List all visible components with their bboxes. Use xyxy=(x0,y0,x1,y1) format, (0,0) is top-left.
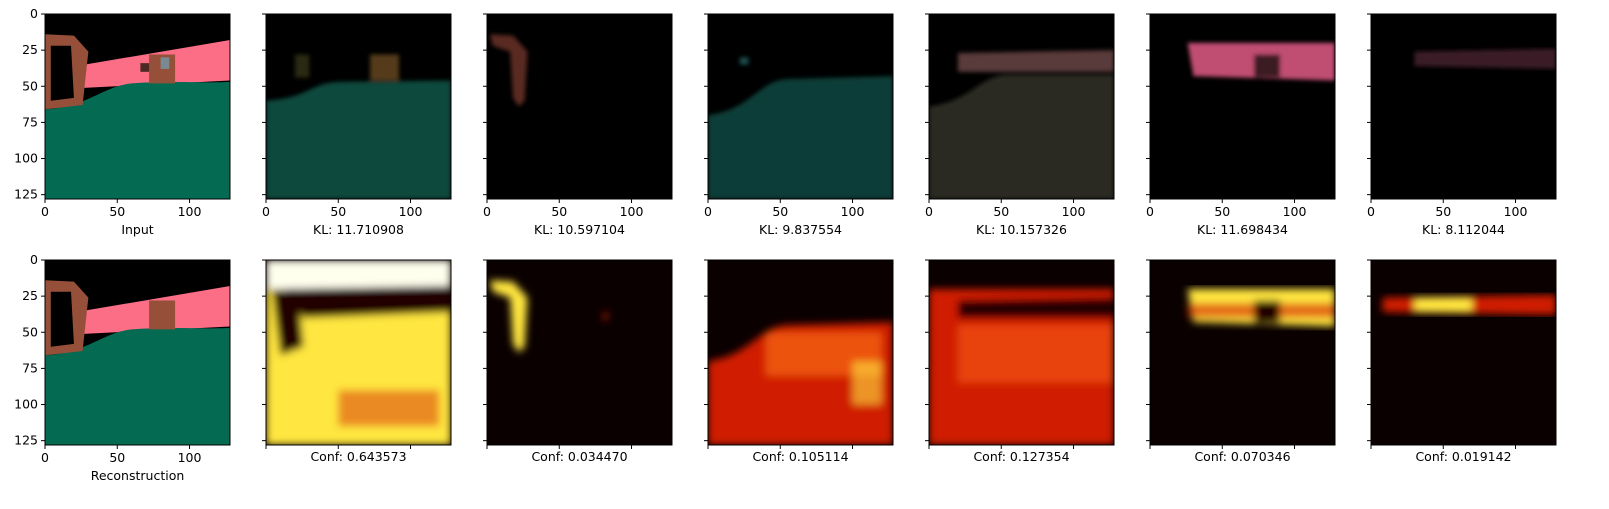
panel-image xyxy=(929,260,1114,445)
panel-r1-c2: 0 50 100 KL: 11.710908 xyxy=(262,13,452,237)
panel-image xyxy=(45,14,230,199)
panel-label: Conf: 0.127354 xyxy=(973,449,1069,464)
x-tick-label: 50 xyxy=(993,204,1009,219)
panel-r2-c7: Conf: 0.019142 xyxy=(1367,259,1557,464)
x-tick-label: 50 xyxy=(1435,204,1451,219)
panel-image xyxy=(708,14,893,199)
panel-frame xyxy=(486,259,673,446)
panel-image xyxy=(929,14,1114,199)
y-tick-label: 100 xyxy=(14,151,38,166)
panel-r1-c1: 0 50 100 0 25 50 75 100 125 Input xyxy=(14,6,231,237)
panel-r1-c5: 0 50 100 KL: 10.157326 xyxy=(925,13,1115,237)
y-tick-label: 125 xyxy=(14,433,38,448)
panel-label: Conf: 0.034470 xyxy=(531,449,627,464)
x-tick-label: 100 xyxy=(841,204,865,219)
x-tick-label: 50 xyxy=(330,204,346,219)
panel-frame xyxy=(265,259,452,446)
panel-image xyxy=(487,260,672,445)
panel-label: Conf: 0.019142 xyxy=(1415,449,1511,464)
x-tick-label: 50 xyxy=(1214,204,1230,219)
y-tick-label: 125 xyxy=(14,187,38,202)
panel-frame xyxy=(265,13,452,200)
panel-image xyxy=(487,14,672,199)
panel-r1-c7: 0 50 100 KL: 8.112044 xyxy=(1367,13,1557,237)
y-tick-label: 50 xyxy=(22,78,38,93)
panel-label: Conf: 0.105114 xyxy=(752,449,848,464)
x-tick-label: 100 xyxy=(1283,204,1307,219)
x-tick-label: 50 xyxy=(109,204,125,219)
panel-image xyxy=(1371,260,1556,445)
panel-label: KL: 9.837554 xyxy=(759,222,842,237)
panel-frame xyxy=(1149,259,1336,446)
x-tick-label: 50 xyxy=(551,204,567,219)
panel-label: Conf: 0.643573 xyxy=(310,449,406,464)
x-tick-label: 0 xyxy=(1146,204,1154,219)
x-tick-label: 0 xyxy=(41,450,49,465)
panel-label: KL: 10.597104 xyxy=(534,222,625,237)
panel-r2-c6: Conf: 0.070346 xyxy=(1146,259,1336,464)
x-tick-label: 50 xyxy=(772,204,788,219)
panel-r1-c6: 0 50 100 KL: 11.698434 xyxy=(1146,13,1336,237)
panel-r2-c1: 0 50 100 0 25 50 75 100 125 Reconstruction xyxy=(14,252,231,483)
panel-frame xyxy=(707,13,894,200)
y-tick-label: 25 xyxy=(22,42,38,57)
panel-r2-c2: Conf: 0.643573 xyxy=(262,259,452,464)
panel-frame xyxy=(928,259,1115,446)
panel-frame xyxy=(44,13,231,200)
x-tick-label: 0 xyxy=(704,204,712,219)
panel-label: KL: 8.112044 xyxy=(1422,222,1505,237)
x-tick-label: 0 xyxy=(483,204,491,219)
panel-frame xyxy=(1149,13,1336,200)
panel-r1-c3: 0 50 100 KL: 10.597104 xyxy=(483,13,673,237)
panel-label: Conf: 0.070346 xyxy=(1194,449,1290,464)
panel-r2-c5: Conf: 0.127354 xyxy=(925,259,1115,464)
y-tick-label: 0 xyxy=(30,252,38,267)
y-tick-label: 25 xyxy=(22,288,38,303)
x-tick-label: 100 xyxy=(178,204,202,219)
panel-label: KL: 11.698434 xyxy=(1197,222,1288,237)
panel-frame xyxy=(928,13,1115,200)
x-tick-label: 100 xyxy=(1062,204,1086,219)
x-tick-label: 100 xyxy=(620,204,644,219)
panel-frame xyxy=(1370,13,1557,200)
panel-image xyxy=(45,260,230,445)
y-tick-label: 75 xyxy=(22,114,38,129)
x-tick-label: 100 xyxy=(1504,204,1528,219)
x-tick-label: 0 xyxy=(925,204,933,219)
panel-label: Reconstruction xyxy=(91,468,185,483)
y-tick-label: 100 xyxy=(14,397,38,412)
panel-frame xyxy=(44,259,231,446)
panel-image xyxy=(266,260,451,445)
y-tick-label: 0 xyxy=(30,6,38,21)
panel-r1-c4: 0 50 100 KL: 9.837554 xyxy=(704,13,894,237)
panel-frame xyxy=(486,13,673,200)
panel-image xyxy=(1371,14,1556,199)
panel-frame xyxy=(707,259,894,446)
x-tick-label: 100 xyxy=(399,204,423,219)
y-tick-label: 75 xyxy=(22,360,38,375)
panel-r2-c3: Conf: 0.034470 xyxy=(483,259,673,464)
panel-image xyxy=(1150,260,1335,445)
panel-image xyxy=(708,260,893,445)
x-tick-label: 50 xyxy=(109,450,125,465)
x-tick-label: 0 xyxy=(41,204,49,219)
x-tick-label: 0 xyxy=(262,204,270,219)
panel-label: KL: 11.710908 xyxy=(313,222,404,237)
y-tick-label: 50 xyxy=(22,324,38,339)
panel-image xyxy=(1150,14,1335,199)
panel-r2-c4: Conf: 0.105114 xyxy=(704,259,894,464)
panel-label: KL: 10.157326 xyxy=(976,222,1067,237)
x-tick-label: 100 xyxy=(178,450,202,465)
panel-frame xyxy=(1370,259,1557,446)
panel-label: Input xyxy=(121,222,153,237)
x-tick-label: 0 xyxy=(1367,204,1375,219)
panel-image xyxy=(266,14,451,199)
